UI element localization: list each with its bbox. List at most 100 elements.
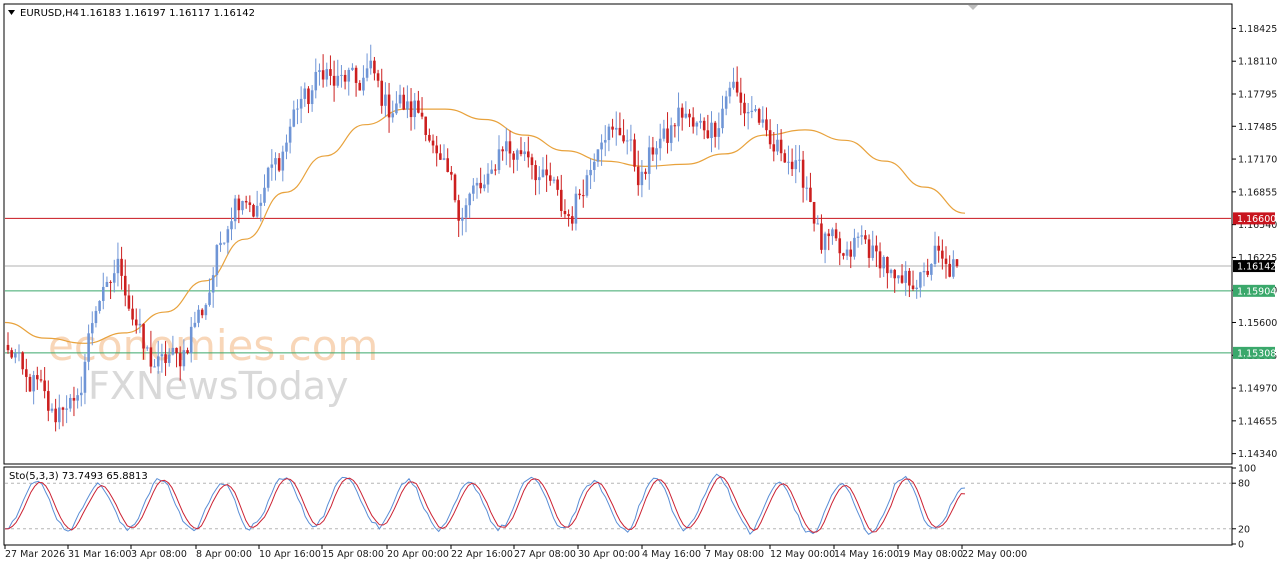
bull-candle (58, 407, 61, 423)
time-tick-label: 27 Apr 08:00 (514, 549, 576, 560)
ohlc-values: 1.16183 1.16197 1.16117 1.16142 (80, 8, 255, 19)
ma-line (4, 108, 966, 344)
bull-candle (915, 287, 918, 289)
bear-candle (834, 229, 838, 239)
bull-candle (710, 122, 713, 139)
price-tick-label: 1.16540 (1238, 220, 1277, 231)
bear-candle (72, 397, 76, 401)
price-tick-label: 1.17485 (1238, 122, 1277, 133)
bull-candle (281, 151, 285, 171)
bull-candle (101, 286, 105, 301)
bear-candle (820, 223, 823, 250)
bull-candle (669, 125, 673, 143)
bear-candle (636, 166, 640, 186)
chart-shift-icon[interactable] (968, 5, 978, 10)
bear-candle (28, 376, 32, 392)
bull-candle (538, 177, 541, 181)
bull-candle (845, 249, 849, 256)
bull-candle (17, 352, 21, 354)
bull-candle (189, 326, 193, 354)
bull-candle (32, 375, 35, 392)
bull-candle (266, 167, 270, 188)
bear-candle (827, 233, 831, 237)
bull-candle (145, 347, 149, 349)
symbol-label: EURUSD,H4 (20, 8, 79, 19)
bull-candle (732, 81, 735, 88)
bear-candle (878, 251, 882, 269)
bear-candle (651, 147, 655, 155)
bull-candle (794, 160, 798, 170)
bull-candle (750, 110, 754, 112)
bull-candle (171, 347, 175, 355)
bull-candle (325, 69, 329, 80)
bull-candle (318, 70, 321, 72)
time-tick-label: 10 Apr 16:00 (259, 549, 321, 560)
bear-candle (142, 323, 145, 349)
bear-candle (842, 253, 845, 256)
bear-candle (937, 245, 940, 251)
bull-candle (662, 128, 666, 139)
bear-candle (307, 88, 310, 105)
bull-candle (746, 111, 750, 114)
bull-candle (398, 94, 402, 104)
bear-candle (559, 189, 563, 212)
bull-candle (347, 69, 351, 82)
bear-candle (120, 258, 123, 276)
bull-candle (761, 119, 765, 123)
bull-candle (105, 281, 109, 287)
dropdown-triangle-icon[interactable] (8, 10, 15, 15)
bear-candle (875, 245, 878, 252)
bear-candle (519, 150, 523, 155)
bull-candle (717, 128, 721, 137)
bull-candle (589, 169, 592, 176)
price-tick-label: 1.18110 (1238, 57, 1277, 68)
bear-candle (36, 375, 39, 380)
bear-candle (178, 353, 182, 367)
bear-candle (47, 391, 50, 411)
bear-candle (545, 169, 548, 176)
bear-candle (131, 308, 134, 320)
bear-candle (838, 238, 842, 254)
bear-candle (563, 211, 567, 215)
bull-candle (699, 120, 702, 123)
bull-candle (156, 356, 160, 367)
bear-candle (508, 141, 512, 154)
bull-candle (116, 258, 120, 274)
bull-candle (182, 350, 186, 367)
bull-candle (472, 185, 475, 194)
bear-candle (417, 100, 420, 113)
price-tick-label: 1.14970 (1238, 384, 1277, 395)
bull-candle (259, 202, 263, 206)
bear-candle (61, 407, 65, 410)
price-level-badge (1233, 260, 1275, 273)
bull-candle (153, 366, 156, 368)
bull-candle (853, 237, 856, 257)
bull-candle (193, 322, 197, 327)
bear-candle (277, 158, 281, 171)
bear-candle (581, 195, 585, 197)
bear-candle (479, 182, 482, 189)
bull-candle (728, 87, 732, 97)
bear-candle (534, 165, 537, 181)
bear-candle (944, 258, 948, 264)
price-tick-label: 1.16225 (1238, 253, 1277, 264)
bear-candle (812, 201, 816, 224)
bear-candle (783, 153, 787, 163)
stochastic-label: Sto(5,3,3) 73.7493 65.8813 (9, 471, 148, 482)
bear-candle (768, 130, 772, 145)
bull-candle (592, 161, 596, 170)
bull-candle (83, 361, 87, 393)
resistance-level-badge (1233, 212, 1275, 225)
bear-candle (446, 158, 449, 172)
bull-candle (607, 126, 611, 141)
bear-candle (25, 369, 28, 377)
bear-candle (54, 408, 57, 423)
bull-candle (468, 193, 471, 206)
bear-candle (743, 102, 746, 114)
bull-candle (369, 60, 373, 69)
bull-candle (823, 233, 827, 250)
bull-candle (640, 171, 644, 186)
bull-candle (919, 272, 922, 288)
